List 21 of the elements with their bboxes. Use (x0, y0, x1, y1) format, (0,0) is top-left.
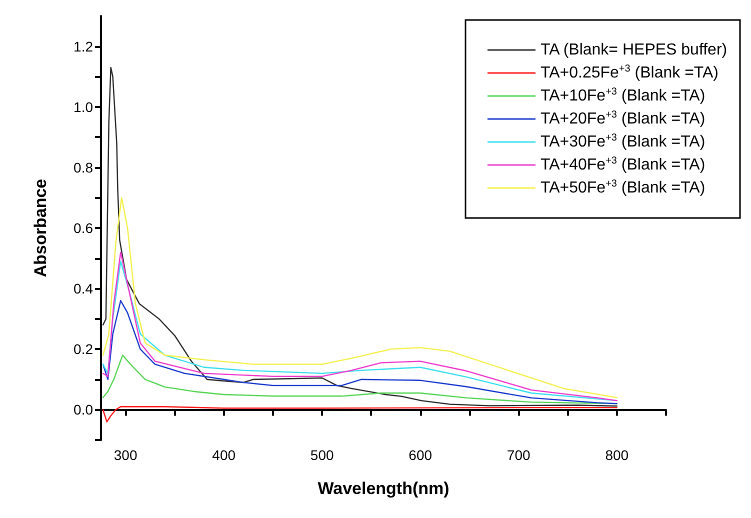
x-tick-label: 300 (114, 447, 138, 463)
y-tick-label: 0.0 (74, 402, 94, 418)
x-tick-label: 400 (212, 447, 236, 463)
y-tick-label: 0.6 (74, 220, 94, 236)
line-series (102, 197, 618, 398)
y-tick-label: 0.8 (74, 159, 94, 176)
x-tick-label: 600 (408, 447, 432, 463)
x-axis-title: Wavelength(nm) (318, 479, 450, 498)
x-tick-label: 800 (605, 447, 629, 463)
y-tick-label: 0.2 (74, 341, 94, 358)
x-tick-label: 700 (506, 447, 530, 463)
x-tick-label: 500 (310, 447, 334, 463)
y-tick-label: 0.4 (74, 280, 94, 297)
y-tick-label: 1.2 (74, 38, 94, 54)
line-series (102, 300, 618, 404)
y-axis-title: Absorbance (31, 178, 50, 278)
line-series (102, 66, 618, 407)
legend-label: TA (Blank= HEPES buffer) (540, 42, 728, 58)
line-series (102, 354, 618, 404)
y-tick-label: 1.0 (74, 98, 94, 115)
line-series (102, 406, 618, 422)
